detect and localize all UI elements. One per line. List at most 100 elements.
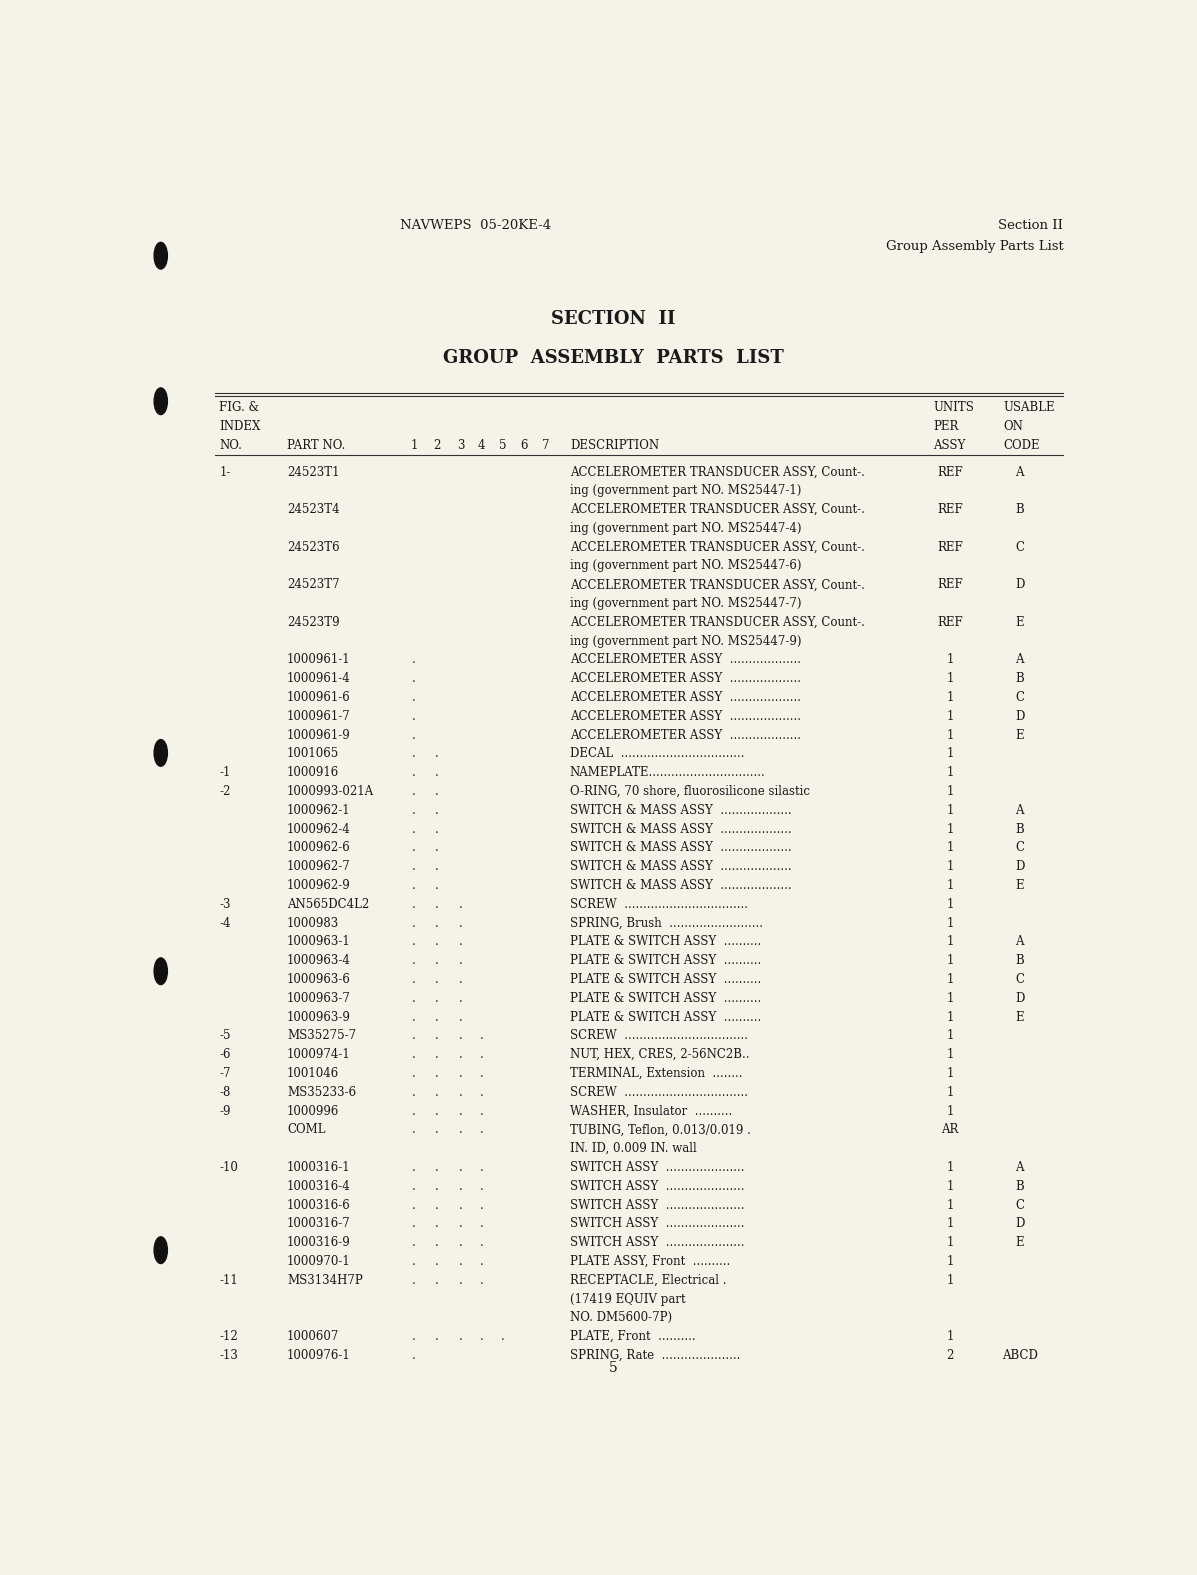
- Text: 1: 1: [947, 729, 954, 742]
- Text: PLATE ASSY, Front  ..........: PLATE ASSY, Front ..........: [570, 1255, 730, 1268]
- Text: REF: REF: [937, 578, 964, 591]
- Text: ACCELEROMETER ASSY  ...................: ACCELEROMETER ASSY ...................: [570, 710, 801, 723]
- Text: .: .: [436, 1274, 439, 1287]
- Text: .: .: [458, 1199, 462, 1211]
- Text: 1: 1: [947, 917, 954, 929]
- Text: .: .: [436, 784, 439, 799]
- Text: 3: 3: [456, 439, 464, 452]
- Text: .: .: [436, 917, 439, 929]
- Text: .: .: [458, 1236, 462, 1249]
- Text: 24523T7: 24523T7: [287, 578, 340, 591]
- Text: 1: 1: [947, 898, 954, 910]
- Text: 24523T9: 24523T9: [287, 616, 340, 628]
- Text: ACCELEROMETER TRANSDUCER ASSY, Count-.: ACCELEROMETER TRANSDUCER ASSY, Count-.: [570, 466, 864, 479]
- Text: .: .: [458, 992, 462, 1005]
- Text: .: .: [458, 1180, 462, 1192]
- Text: .: .: [436, 822, 439, 836]
- Text: -13: -13: [219, 1350, 238, 1362]
- Text: .: .: [480, 1104, 484, 1118]
- Text: 7: 7: [542, 439, 549, 452]
- Text: SWITCH ASSY  .....................: SWITCH ASSY .....................: [570, 1161, 745, 1173]
- Text: .: .: [480, 1255, 484, 1268]
- Text: C: C: [1015, 540, 1025, 554]
- Text: .: .: [480, 1274, 484, 1287]
- Text: 1000963-9: 1000963-9: [287, 1011, 351, 1024]
- Text: .: .: [412, 1331, 415, 1343]
- Text: .: .: [458, 1049, 462, 1062]
- Text: .: .: [458, 1011, 462, 1024]
- Text: PLATE & SWITCH ASSY  ..........: PLATE & SWITCH ASSY ..........: [570, 954, 761, 967]
- Text: 1000993-021A: 1000993-021A: [287, 784, 373, 799]
- Text: SCREW  .................................: SCREW .................................: [570, 1085, 748, 1099]
- Text: ON: ON: [1003, 421, 1023, 433]
- Text: SWITCH & MASS ASSY  ...................: SWITCH & MASS ASSY ...................: [570, 879, 791, 891]
- Text: .: .: [412, 1011, 415, 1024]
- Text: .: .: [436, 841, 439, 855]
- Text: .: .: [458, 917, 462, 929]
- Text: .: .: [412, 710, 415, 723]
- Text: 1: 1: [947, 992, 954, 1005]
- Text: ing (government part NO. MS25447-4): ing (government part NO. MS25447-4): [570, 521, 801, 536]
- Text: 1000961-9: 1000961-9: [287, 729, 351, 742]
- Text: C: C: [1015, 973, 1025, 986]
- Text: .: .: [412, 1236, 415, 1249]
- Text: .: .: [458, 1274, 462, 1287]
- Text: ing (government part NO. MS25447-9): ing (government part NO. MS25447-9): [570, 635, 801, 647]
- Text: .: .: [458, 936, 462, 948]
- Text: 1000961-6: 1000961-6: [287, 691, 351, 704]
- Text: FIG. &: FIG. &: [219, 402, 260, 414]
- Text: .: .: [458, 1331, 462, 1343]
- Text: 1: 1: [947, 1049, 954, 1062]
- Text: .: .: [436, 973, 439, 986]
- Text: .: .: [436, 1030, 439, 1043]
- Text: ACCELEROMETER ASSY  ...................: ACCELEROMETER ASSY ...................: [570, 673, 801, 685]
- Text: PER: PER: [934, 421, 959, 433]
- Text: .: .: [412, 767, 415, 780]
- Text: REF: REF: [937, 502, 964, 517]
- Text: B: B: [1015, 502, 1025, 517]
- Text: 1000962-4: 1000962-4: [287, 822, 351, 836]
- Text: .: .: [412, 1123, 415, 1137]
- Text: 1000963-4: 1000963-4: [287, 954, 351, 967]
- Text: SECTION  II: SECTION II: [551, 310, 676, 328]
- Text: .: .: [412, 860, 415, 873]
- Text: SPRING, Brush  .........................: SPRING, Brush .........................: [570, 917, 762, 929]
- Text: -2: -2: [219, 784, 231, 799]
- Text: .: .: [436, 1236, 439, 1249]
- Text: UNITS: UNITS: [934, 402, 974, 414]
- Text: 1000316-6: 1000316-6: [287, 1199, 351, 1211]
- Text: SPRING, Rate  .....................: SPRING, Rate .....................: [570, 1350, 740, 1362]
- Text: NAMEPLATE...............................: NAMEPLATE...............................: [570, 767, 766, 780]
- Text: 1: 1: [947, 1011, 954, 1024]
- Text: .: .: [436, 1049, 439, 1062]
- Ellipse shape: [154, 243, 168, 269]
- Text: E: E: [1015, 1011, 1025, 1024]
- Text: .: .: [458, 1255, 462, 1268]
- Text: -4: -4: [219, 917, 231, 929]
- Text: .: .: [436, 1180, 439, 1192]
- Text: TERMINAL, Extension  ........: TERMINAL, Extension ........: [570, 1066, 742, 1080]
- Text: 1: 1: [947, 1255, 954, 1268]
- Text: .: .: [412, 1161, 415, 1173]
- Text: .: .: [458, 973, 462, 986]
- Text: 1: 1: [947, 803, 954, 817]
- Text: .: .: [436, 954, 439, 967]
- Text: PLATE & SWITCH ASSY  ..........: PLATE & SWITCH ASSY ..........: [570, 973, 761, 986]
- Text: ACCELEROMETER TRANSDUCER ASSY, Count-.: ACCELEROMETER TRANSDUCER ASSY, Count-.: [570, 578, 864, 591]
- Text: .: .: [458, 1085, 462, 1099]
- Text: SWITCH & MASS ASSY  ...................: SWITCH & MASS ASSY ...................: [570, 841, 791, 855]
- Text: D: D: [1015, 1217, 1025, 1230]
- Text: NUT, HEX, CRES, 2-56NC2B..: NUT, HEX, CRES, 2-56NC2B..: [570, 1049, 749, 1062]
- Text: 24523T6: 24523T6: [287, 540, 340, 554]
- Text: .: .: [436, 936, 439, 948]
- Text: NO. DM5600-7P): NO. DM5600-7P): [570, 1312, 672, 1325]
- Text: .: .: [412, 1104, 415, 1118]
- Text: C: C: [1015, 691, 1025, 704]
- Text: 1: 1: [947, 1331, 954, 1343]
- Text: 1: 1: [947, 879, 954, 891]
- Text: Group Assembly Parts List: Group Assembly Parts List: [886, 239, 1063, 254]
- Text: WASHER, Insulator  ..........: WASHER, Insulator ..........: [570, 1104, 733, 1118]
- Text: .: .: [458, 1217, 462, 1230]
- Text: 5: 5: [609, 1361, 618, 1375]
- Text: .: .: [458, 1030, 462, 1043]
